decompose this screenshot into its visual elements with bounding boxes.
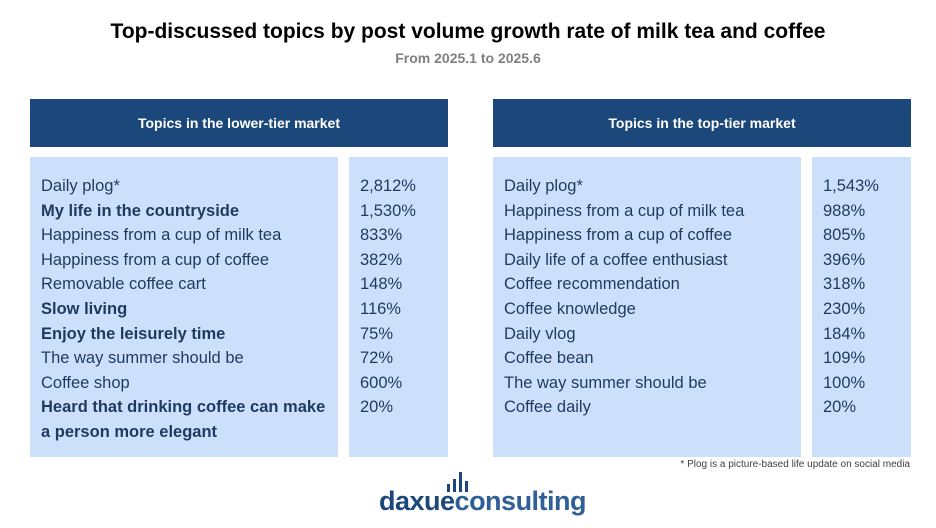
lower-tier-growth-cell: 600%	[360, 373, 403, 392]
top-tier-growth-cell: 100%	[823, 373, 866, 392]
lower-tier-topic-cell: Happiness from a cup of milk tea	[41, 226, 282, 245]
lower-tier-growth-cell: 75%	[360, 324, 394, 343]
top-tier-topic-cell: Coffee bean	[504, 349, 594, 368]
lower-tier-growth-cell: 20%	[360, 398, 394, 417]
lower-tier-topic-cell: Coffee shop	[41, 373, 130, 392]
top-tier-header: Topics in the top-tier market	[493, 99, 911, 147]
top-tier-growth-cell: 184%	[823, 324, 866, 343]
top-tier-topic-cell: Daily plog*	[504, 177, 583, 195]
lower-tier-topic-cell: Slow living	[41, 299, 128, 318]
lower-tier-topic-cell: Daily plog*	[41, 177, 120, 195]
top-tier-growth-cell: 109%	[823, 349, 866, 368]
top-tier-growth-cell: 396%	[823, 250, 866, 269]
top-tier-growth-cell: 988%	[823, 201, 866, 220]
lower-tier-growth-cell: 2,812%	[360, 177, 416, 195]
top-tier-topic-cell: Happiness from a cup of coffee	[504, 226, 733, 245]
top-tier-growth-cell: 1,543%	[823, 177, 879, 195]
top-tier-topic-cell: Coffee recommendation	[504, 275, 680, 294]
lower-tier-topic-cell: The way summer should be	[41, 349, 244, 368]
top-tier-topic-cell: Daily vlog	[504, 324, 576, 343]
lower-tier-header: Topics in the lower-tier market	[30, 99, 448, 147]
lower-tier-topic-cell: Heard that drinking coffee can make a pe…	[41, 398, 326, 441]
footnote: * Plog is a picture-based life update on…	[680, 459, 910, 470]
top-tier-growth-cell: 230%	[823, 299, 866, 318]
lower-tier-growth-column: 2,812% 1,530% 833% 382% 148% 116% 75% 72% 600% 20…	[349, 157, 448, 457]
logo-bars-icon	[447, 472, 477, 492]
lower-tier-topic-column: Daily plog* My life in the countryside Hap…	[30, 157, 338, 457]
top-tier-growth-cell: 318%	[823, 275, 866, 294]
top-tier-topic-cell: Coffee daily	[504, 398, 591, 417]
lower-tier-topic-cell: Happiness from a cup of coffee	[41, 250, 270, 269]
lower-tier-topic-cell: Removable coffee cart	[41, 275, 206, 294]
top-tier-topic-cell: Coffee knowledge	[504, 299, 636, 318]
top-tier-topic-cell: Happiness from a cup of milk tea	[504, 201, 745, 220]
lower-tier-growth-cell: 148%	[360, 275, 403, 294]
lower-tier-growth-list: 2,812% 1,530% 833% 382% 148% 116% 75% 72% 600% 20…	[360, 174, 445, 444]
lower-tier-header-label: Topics in the lower-tier market	[137, 115, 340, 131]
top-tier-growth-list: 1,543% 988% 805% 396% 318% 230% 184% 109% 100% 20…	[823, 174, 908, 420]
lower-tier-topic-cell: Enjoy the leisurely time	[41, 324, 226, 343]
top-tier-growth-column: 1,543% 988% 805% 396% 318% 230% 184% 109% 100% 20…	[812, 157, 911, 457]
chart-subtitle: From 2025.1 to 2025.6	[395, 50, 541, 66]
lower-tier-growth-cell: 72%	[360, 349, 394, 368]
lower-tier-growth-cell: 1,530%	[360, 201, 416, 220]
lower-tier-growth-cell: 116%	[360, 299, 401, 318]
top-tier-topic-cell: Daily life of a coffee enthusiast	[504, 250, 728, 269]
top-tier-topic-list: Daily plog* Happiness from a cup of milk …	[504, 174, 794, 420]
top-tier-growth-cell: 20%	[823, 398, 857, 417]
lower-tier-growth-cell: 833%	[360, 226, 403, 245]
top-tier-header-label: Topics in the top-tier market	[608, 115, 796, 131]
top-tier-topic-cell: The way summer should be	[504, 373, 707, 392]
lower-tier-topic-cell: My life in the countryside	[41, 201, 240, 220]
lower-tier-growth-cell: 382%	[360, 250, 403, 269]
top-tier-topic-column: Daily plog* Happiness from a cup of milk …	[493, 157, 801, 457]
top-tier-growth-cell: 805%	[823, 226, 866, 245]
lower-tier-topic-list: Daily plog* My life in the countryside Hap…	[41, 174, 331, 444]
chart-title: Top-discussed topics by post volume grow…	[110, 20, 826, 43]
daxue-consulting-logo: daxueconsulting	[379, 470, 589, 520]
logo-wordmark: daxueconsulting	[379, 486, 587, 516]
